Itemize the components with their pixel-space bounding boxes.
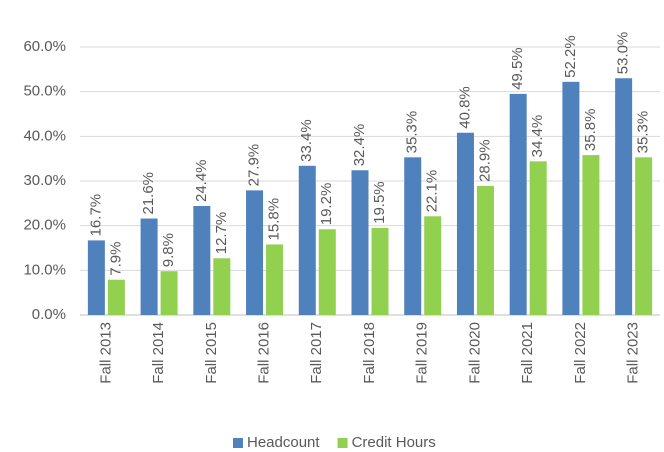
bar bbox=[107, 279, 125, 315]
data-label: 28.9% bbox=[476, 139, 493, 182]
bar bbox=[529, 161, 547, 315]
y-tick-label: 60.0% bbox=[23, 38, 66, 55]
x-tick-label: Fall 2020 bbox=[466, 322, 483, 384]
data-label: 12.7% bbox=[213, 212, 230, 255]
data-label: 49.5% bbox=[509, 47, 526, 90]
x-tick-label: Fall 2022 bbox=[572, 322, 589, 384]
y-tick-label: 40.0% bbox=[23, 127, 66, 144]
bar bbox=[424, 216, 442, 315]
y-tick-label: 30.0% bbox=[23, 172, 66, 189]
bar bbox=[582, 155, 600, 315]
bar bbox=[509, 93, 527, 316]
bar bbox=[193, 206, 211, 315]
data-label: 22.1% bbox=[424, 170, 441, 213]
x-tick-label: Fall 2023 bbox=[625, 322, 642, 384]
legend-swatch bbox=[337, 438, 348, 448]
x-tick-label: Fall 2021 bbox=[519, 322, 536, 384]
bar bbox=[160, 271, 178, 315]
bar bbox=[456, 132, 474, 315]
bar bbox=[404, 157, 422, 315]
data-label: 7.9% bbox=[107, 242, 124, 276]
bar bbox=[351, 170, 369, 315]
bar bbox=[266, 244, 284, 315]
data-label: 16.7% bbox=[87, 194, 104, 237]
x-tick-label: Fall 2013 bbox=[97, 322, 114, 384]
x-tick-label: Fall 2017 bbox=[308, 322, 325, 384]
legend-swatch bbox=[233, 438, 243, 448]
x-tick-label: Fall 2018 bbox=[361, 322, 378, 384]
data-label: 52.2% bbox=[562, 35, 579, 78]
data-label: 35.3% bbox=[635, 111, 652, 154]
data-label: 53.0% bbox=[615, 32, 632, 75]
y-tick-label: 20.0% bbox=[23, 217, 66, 234]
data-label: 24.4% bbox=[193, 159, 210, 202]
data-label: 40.8% bbox=[456, 86, 473, 129]
y-tick-label: 50.0% bbox=[23, 83, 66, 100]
bar bbox=[246, 190, 264, 315]
bar bbox=[140, 218, 158, 315]
data-label: 9.8% bbox=[160, 233, 177, 267]
data-label: 33.4% bbox=[298, 119, 315, 162]
bar bbox=[635, 157, 653, 315]
data-label: 35.8% bbox=[582, 109, 599, 152]
data-label: 15.8% bbox=[266, 198, 283, 241]
bar bbox=[213, 258, 231, 315]
legend-label: Credit Hours bbox=[352, 434, 436, 451]
data-label: 19.5% bbox=[371, 181, 388, 224]
data-label: 34.4% bbox=[529, 115, 546, 158]
bar bbox=[371, 227, 389, 315]
bar bbox=[562, 81, 580, 315]
data-label: 27.9% bbox=[246, 144, 263, 187]
bar bbox=[318, 229, 336, 315]
bar bbox=[298, 165, 316, 315]
data-label: 35.3% bbox=[404, 111, 421, 154]
data-label: 21.6% bbox=[140, 172, 157, 215]
y-tick-label: 10.0% bbox=[23, 261, 66, 278]
bar bbox=[476, 185, 494, 315]
data-label: 19.2% bbox=[318, 183, 335, 226]
y-tick-label: 0.0% bbox=[32, 306, 66, 323]
x-tick-label: Fall 2019 bbox=[414, 322, 431, 384]
legend-label: Headcount bbox=[247, 434, 320, 451]
bar bbox=[87, 240, 105, 315]
x-tick-label: Fall 2015 bbox=[203, 322, 220, 384]
x-tick-label: Fall 2014 bbox=[150, 322, 167, 384]
data-label: 32.4% bbox=[351, 124, 368, 167]
bar bbox=[615, 78, 633, 316]
x-tick-label: Fall 2016 bbox=[256, 322, 273, 384]
